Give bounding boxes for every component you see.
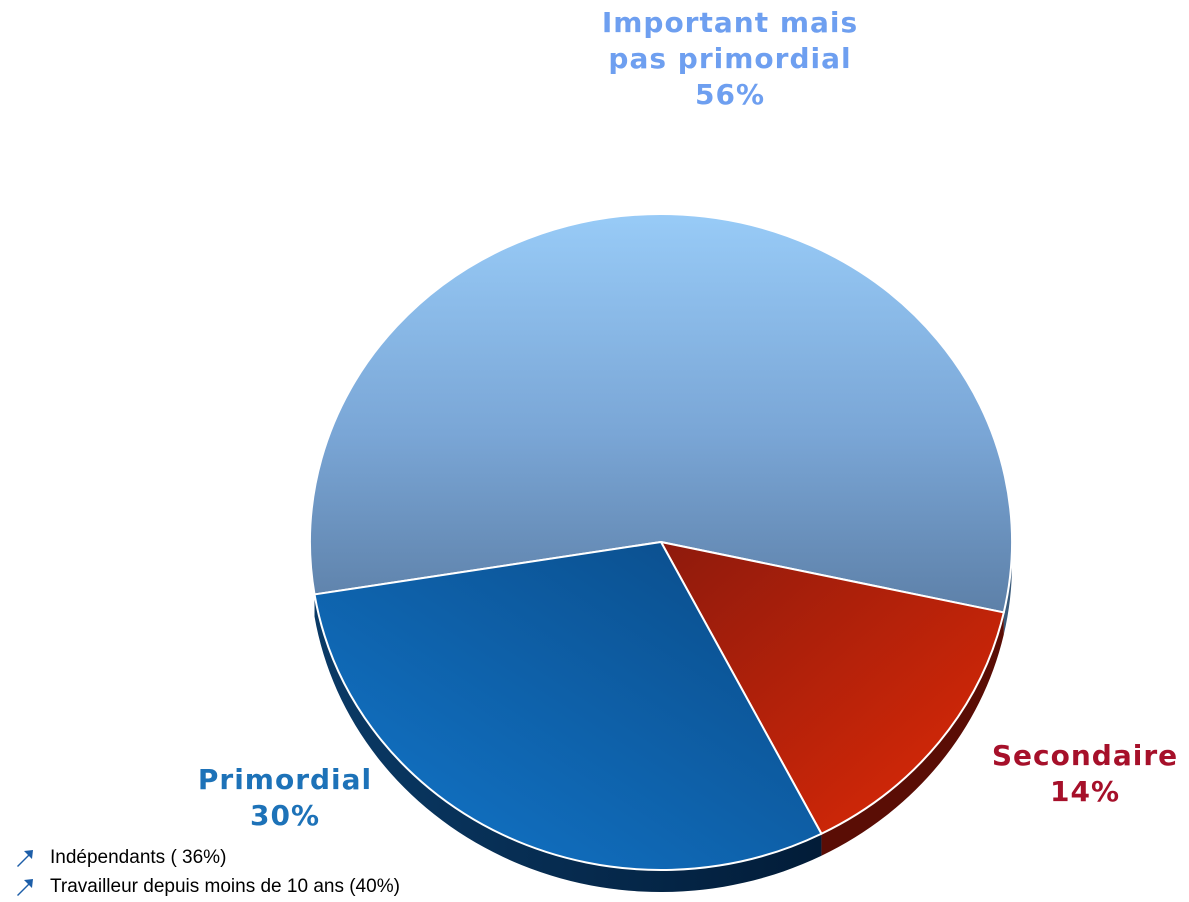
notes-list: Indépendants ( 36%) Travailleur depuis m…: [14, 843, 400, 901]
pie-slice-important-side: [1003, 542, 1012, 635]
note-item: Travailleur depuis moins de 10 ans (40%): [14, 872, 400, 901]
slice-value-secondaire: 14%: [1049, 775, 1121, 808]
pie-slice-primordial: [313, 541, 823, 871]
slice-label-important-line1: Important mais: [601, 6, 859, 39]
pie-slice-important: [309, 213, 1013, 614]
slice-value-primordial: 30%: [249, 799, 321, 832]
arrow-up-right-icon: [17, 849, 33, 867]
pie-slice-primordial-side: [314, 594, 822, 892]
pie-slice-secondaire: [660, 541, 1005, 835]
slice-label-primordial: Primordial 30%: [160, 762, 410, 834]
slice-value-important: 56%: [694, 78, 766, 111]
slice-label-important-line2: pas primordial: [608, 42, 852, 75]
arrow-up-right-icon: [17, 878, 33, 896]
pie-slice-secondaire-side: [821, 612, 1004, 856]
note-item: Indépendants ( 36%): [14, 843, 400, 872]
slice-label-secondaire: Secondaire 14%: [975, 738, 1189, 810]
slice-label-primordial-line1: Primordial: [197, 763, 373, 796]
slice-label-important: Important mais pas primordial 56%: [555, 5, 905, 113]
note-text: Travailleur depuis moins de 10 ans (40%): [50, 876, 400, 897]
slice-label-secondaire-line1: Secondaire: [991, 739, 1179, 772]
note-text: Indépendants ( 36%): [50, 847, 227, 868]
